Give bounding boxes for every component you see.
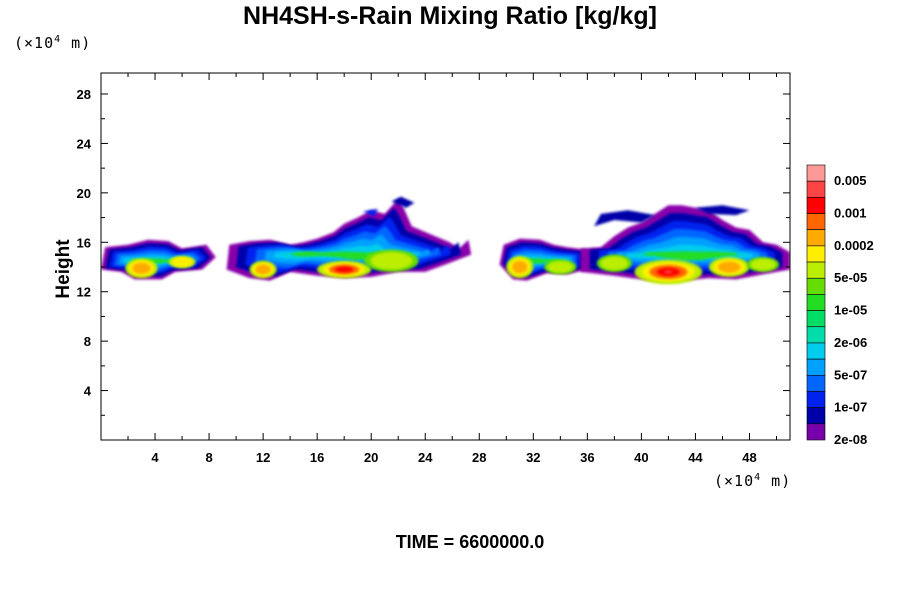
- colorbar-cell: [806, 277, 826, 295]
- colorbar-cell: [806, 326, 826, 344]
- x-tick-label: 44: [688, 450, 703, 465]
- cloud-anvil: [363, 208, 378, 217]
- x-tick-label: 28: [472, 450, 486, 465]
- x-tick-label: 16: [310, 450, 324, 465]
- time-annotation: TIME = 6600000.0: [395, 532, 545, 552]
- cloud-core: [717, 261, 741, 273]
- y-tick-label: 28: [77, 87, 91, 102]
- colorbar-label: 1e-07: [834, 400, 867, 415]
- x-axis-unit: (×104 m): [714, 472, 792, 490]
- y-tick-label: 4: [84, 384, 92, 399]
- cloud-core: [547, 261, 573, 273]
- colorbar-cell: [806, 294, 826, 311]
- cloud-core: [370, 252, 413, 270]
- colorbar-label: 0.005: [834, 173, 867, 188]
- x-tick-label: 8: [205, 450, 212, 465]
- colorbar-cell: [806, 342, 826, 360]
- x-tick-label: 24: [418, 450, 433, 465]
- y-tick-label: 16: [77, 235, 91, 250]
- x-tick-label: 12: [256, 450, 270, 465]
- colorbar-cell: [806, 374, 826, 392]
- colorbar-label: 2e-06: [834, 335, 867, 350]
- y-axis-unit: (×104 m): [14, 34, 92, 52]
- colorbar-cell: [806, 245, 826, 263]
- cloud-core: [255, 264, 271, 275]
- colorbar-label: 5e-05: [834, 270, 867, 285]
- colorbar-label: 5e-07: [834, 367, 867, 382]
- cloud-anvil: [594, 210, 655, 227]
- colorbar: 0.005 0.001 0.0002 5e-05 1e-05 2e-06 5e-07 1e-0…: [806, 164, 874, 447]
- colorbar-label: 2e-08: [834, 432, 867, 447]
- cloud-anvil: [391, 196, 415, 208]
- colorbar-cell: [806, 391, 826, 408]
- x-tick-label: 4: [151, 450, 159, 465]
- cloud-core: [750, 258, 776, 271]
- cloud-core: [171, 257, 193, 267]
- cloud-anvil: [695, 205, 750, 216]
- colorbar-label: 1e-05: [834, 303, 867, 318]
- plot-frame: [100, 72, 791, 441]
- chart-title: NH4SH-s-Rain Mixing Ratio [kg/kg]: [243, 2, 657, 30]
- colorbar-cell: [806, 261, 826, 279]
- y-tick-label: 20: [77, 186, 91, 201]
- cloud-core: [132, 262, 151, 274]
- cloud-core: [600, 256, 629, 271]
- colorbar-cell: [806, 164, 826, 182]
- y-tick-label: 8: [84, 334, 91, 349]
- cloud-core: [664, 270, 673, 274]
- colorbar-cell: [806, 407, 826, 425]
- x-tick-label: 48: [742, 450, 756, 465]
- y-tick-label: 24: [77, 136, 92, 151]
- x-tick-label: 32: [526, 450, 540, 465]
- colorbar-cell: [806, 180, 826, 198]
- x-tick-label: 36: [580, 450, 594, 465]
- cloud-core: [334, 266, 354, 273]
- colorbar-cell: [806, 310, 826, 328]
- colorbar-cell: [806, 197, 826, 214]
- cloud-field: [101, 196, 790, 285]
- x-tick-label: 20: [364, 450, 378, 465]
- colorbar-cell: [806, 358, 826, 376]
- cloud-contour: [644, 251, 737, 261]
- x-tick-label: 40: [634, 450, 648, 465]
- colorbar-cell: [806, 423, 826, 441]
- colorbar-cell: [806, 213, 826, 231]
- y-tick-label: 12: [77, 285, 91, 300]
- colorbar-label: 0.0002: [834, 238, 874, 253]
- colorbar-cell: [806, 229, 826, 247]
- cloud-core: [512, 260, 528, 274]
- colorbar-label: 0.001: [834, 206, 867, 221]
